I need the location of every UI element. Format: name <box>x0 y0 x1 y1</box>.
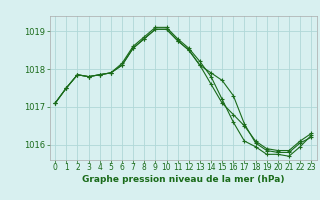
X-axis label: Graphe pression niveau de la mer (hPa): Graphe pression niveau de la mer (hPa) <box>82 175 284 184</box>
